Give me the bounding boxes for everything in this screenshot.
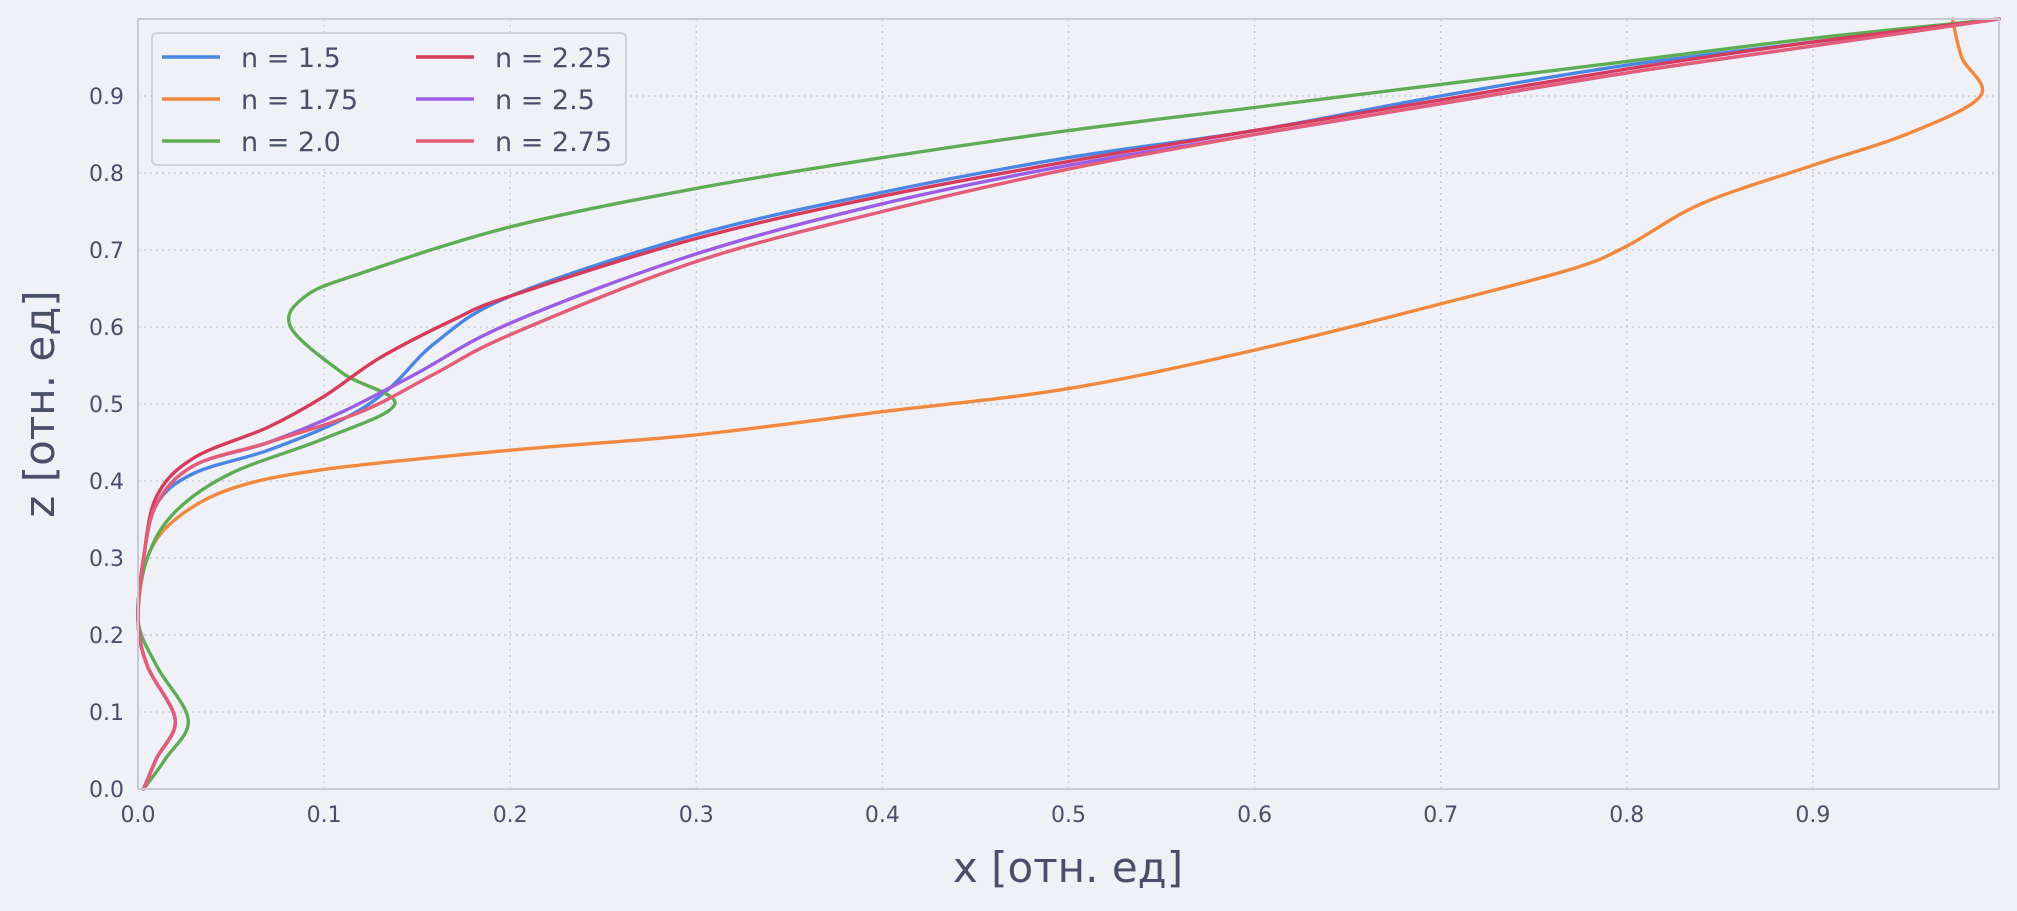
y-tick-label: 0.0: [89, 778, 124, 803]
x-axis-label: x [отн. ед]: [953, 843, 1183, 892]
x-tick-label: 0.6: [1237, 803, 1272, 828]
x-tick-label: 0.5: [1051, 803, 1086, 828]
legend-entry-label: n = 2.75: [495, 127, 612, 158]
y-tick-labels: 0.0 0.1 0.2 0.3 0.4 0.5 0.6 0.7 0.8 0.9: [89, 85, 124, 803]
x-tick-label: 0.2: [493, 803, 528, 828]
legend-box: [151, 32, 627, 166]
grid: [138, 19, 1999, 789]
legend-entry-label: n = 2.25: [495, 43, 612, 74]
y-tick-label: 0.8: [89, 162, 124, 187]
x-tick-label: 0.3: [679, 803, 714, 828]
legend: n = 1.5 n = 1.75 n = 2.0 n = 2.25 n = 2.5 n =…: [151, 32, 627, 166]
y-tick-label: 0.9: [89, 85, 124, 110]
y-tick-label: 0.2: [89, 624, 124, 649]
y-tick-label: 0.1: [89, 701, 124, 726]
y-tick-label: 0.6: [89, 316, 124, 341]
legend-entry-label: n = 2.5: [495, 85, 595, 116]
legend-entry-label: n = 2.0: [241, 127, 341, 158]
y-tick-label: 0.3: [89, 547, 124, 572]
y-tick-label: 0.4: [89, 470, 124, 495]
legend-entry-label: n = 1.75: [241, 85, 358, 116]
legend-entry-label: n = 1.5: [241, 43, 341, 74]
y-tick-label: 0.7: [89, 239, 124, 264]
x-tick-labels: 0.0 0.1 0.2 0.3 0.4 0.5 0.6 0.7 0.8 0.9: [121, 803, 1831, 828]
x-tick-label: 0.7: [1423, 803, 1458, 828]
x-tick-label: 0.0: [121, 803, 156, 828]
y-tick-label: 0.5: [89, 393, 124, 418]
y-axis-label: z [отн. ед]: [15, 290, 64, 517]
plot-frame: [137, 18, 2000, 790]
x-tick-label: 0.8: [1609, 803, 1644, 828]
x-tick-label: 0.9: [1795, 803, 1830, 828]
x-tick-label: 0.1: [307, 803, 342, 828]
x-tick-label: 0.4: [865, 803, 900, 828]
